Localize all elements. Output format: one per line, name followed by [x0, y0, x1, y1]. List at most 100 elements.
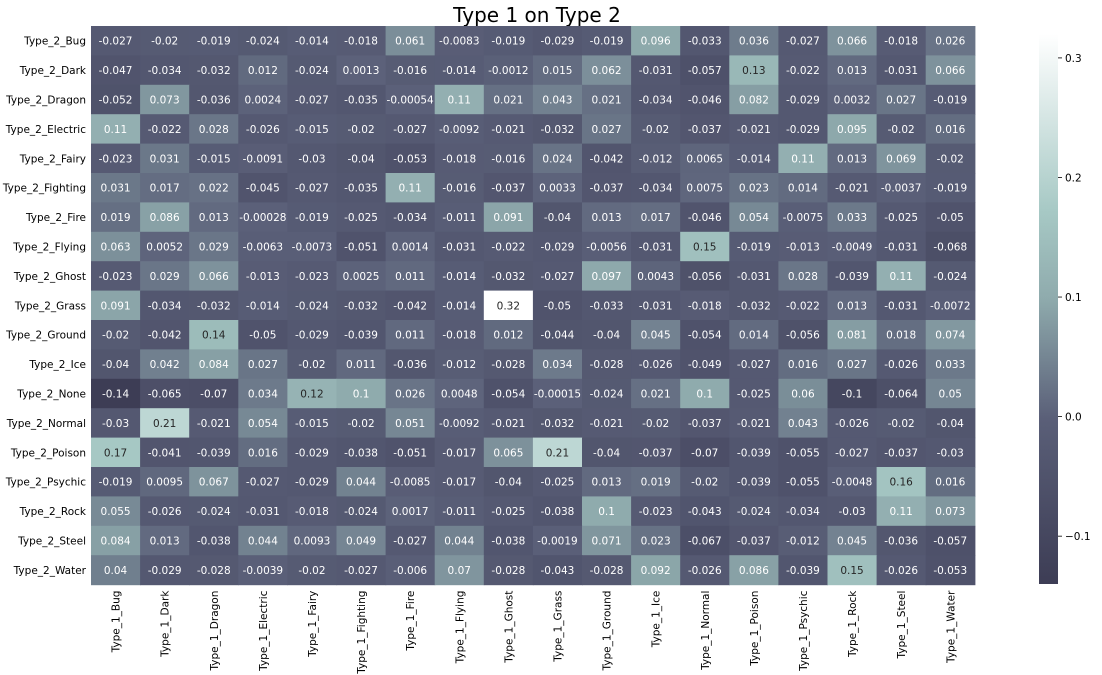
heatmap-cell: [827, 55, 878, 86]
cell-value-label: -0.034: [393, 212, 427, 224]
cell-value-label: -0.036: [393, 359, 427, 371]
cell-value-label: 0.013: [837, 300, 867, 312]
cell-value-label: -0.023: [295, 271, 329, 283]
heatmap-cell: [238, 84, 288, 115]
heatmap-cell: [925, 378, 976, 409]
cell-value-label: -0.029: [541, 242, 575, 254]
cell-value-label: 0.013: [150, 536, 180, 548]
cell-value-label: 0.026: [935, 36, 965, 48]
heatmap-cell: [532, 143, 583, 174]
cell-value-label: 0.033: [837, 212, 867, 224]
cell-value-label: -0.012: [442, 359, 476, 371]
cell-value-label: 0.054: [248, 418, 278, 430]
cell-value-label: 0.013: [837, 153, 867, 165]
colorbar-ticks: 0.3 0.2 0.1 0.0 −0.1: [1058, 53, 1091, 543]
colorbar-tick-label: −0.1: [1065, 531, 1091, 543]
cell-value-label: -0.05: [937, 212, 964, 224]
cell-value-label: -0.053: [933, 565, 967, 577]
cell-value-label: -0.043: [688, 506, 722, 518]
heatmap-cell: [827, 555, 878, 586]
heatmap-cell: [925, 555, 976, 586]
cell-value-label: -0.04: [593, 330, 620, 342]
heatmap-cell: [778, 408, 829, 439]
heatmap-cell: [827, 349, 878, 380]
heatmap-cell: [483, 84, 534, 115]
cell-value-label: -0.024: [590, 389, 624, 401]
cell-value-label: 0.014: [739, 330, 769, 342]
cell-value-label: -0.02: [642, 124, 669, 136]
heatmap-cell: [140, 231, 190, 262]
heatmap-cell: [729, 349, 779, 380]
cell-value-label: 0.069: [886, 153, 916, 165]
heatmap-cell: [827, 496, 878, 527]
cell-value-label: -0.025: [884, 212, 918, 224]
cell-value-label: 0.027: [248, 359, 278, 371]
heatmap-cell: [631, 261, 681, 292]
cell-value-label: -0.016: [442, 183, 476, 195]
cell-value-label: 0.0013: [343, 65, 380, 77]
y-tick-label: Type_2_Steel: [17, 536, 86, 548]
cell-value-label: 0.14: [202, 330, 226, 342]
x-tick-label: Type_1_Normal: [700, 591, 712, 671]
heatmap-cell: [385, 496, 436, 527]
heatmap-cell: [483, 231, 534, 262]
x-tick-label: Type_1_Dark: [160, 590, 172, 658]
cell-value-label: -0.0073: [292, 242, 333, 254]
cell-value-label: -0.014: [295, 36, 329, 48]
cell-value-label: 0.11: [889, 271, 912, 283]
cell-value-label: 0.034: [248, 389, 278, 401]
cell-value-label: 0.084: [199, 359, 229, 371]
heatmap-cell: [483, 320, 534, 350]
cell-value-label: 0.1: [353, 389, 370, 401]
heatmap-cell: [287, 525, 338, 556]
heatmap-cell: [336, 320, 387, 350]
heatmap-cell: [532, 467, 583, 497]
heatmap-cell: [336, 437, 387, 468]
colorbar-tick-label: 0.3: [1065, 53, 1082, 65]
cell-value-label: 0.0048: [441, 389, 478, 401]
cell-value-label: -0.03: [298, 153, 325, 165]
heatmap-cell: [189, 349, 239, 380]
heatmap-cell: [532, 261, 583, 292]
cell-value-label: -0.017: [442, 477, 476, 489]
heatmap-cell: [532, 555, 583, 586]
heatmap-cell: [434, 378, 485, 409]
heatmap-cell: [631, 114, 681, 145]
cell-value-label: -0.021: [835, 183, 869, 195]
y-tick-label: Type_2_Grass: [14, 300, 86, 312]
heatmap-cell: [140, 408, 190, 439]
heatmap-cell: [582, 437, 632, 468]
heatmap-cell: [336, 26, 387, 56]
heatmap-cell: [140, 378, 190, 409]
heatmap-cell: [238, 496, 288, 527]
heatmap-cell: [434, 84, 485, 115]
cell-value-label: -0.027: [246, 477, 280, 489]
cell-value-label: 0.12: [300, 389, 323, 401]
heatmap-cell: [483, 143, 534, 174]
cell-value-label: -0.037: [688, 124, 722, 136]
heatmap-cell: [336, 555, 387, 586]
cell-value-label: -0.03: [937, 447, 964, 459]
heatmap-cell: [631, 290, 681, 321]
heatmap-cell: [532, 290, 583, 321]
heatmap-cell: [778, 202, 829, 233]
heatmap-cells: -0.027 -0.02 -0.019 -0.024 -0.014 -0.018 0.061…: [91, 26, 976, 586]
cell-value-label: -0.029: [148, 565, 182, 577]
cell-value-label: -0.024: [933, 271, 967, 283]
cell-value-label: -0.026: [884, 565, 918, 577]
cell-value-label: -0.047: [99, 65, 133, 77]
heatmap-cell: [778, 55, 829, 86]
heatmap-cell: [827, 467, 878, 497]
heatmap-cell: [729, 320, 779, 350]
heatmap-cell: [680, 173, 730, 203]
cell-value-label: 0.0043: [637, 271, 674, 283]
heatmap-cell: [189, 290, 239, 321]
heatmap-cell: [778, 173, 829, 203]
heatmap-cell: [925, 84, 976, 115]
cell-value-label: -0.067: [688, 536, 722, 548]
cell-value-label: 0.066: [935, 65, 965, 77]
heatmap-cell: [827, 408, 878, 439]
heatmap-cell: [631, 467, 681, 497]
heatmap-cell: [287, 496, 338, 527]
cell-value-label: 0.017: [641, 212, 671, 224]
